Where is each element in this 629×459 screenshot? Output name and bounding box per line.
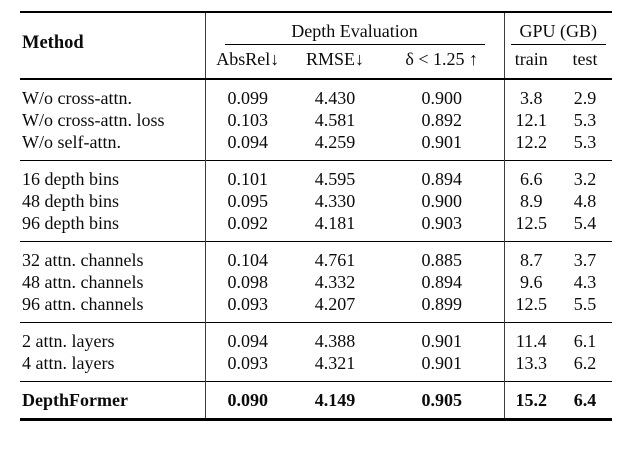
rmse-cell: 4.388 xyxy=(290,322,380,352)
delta-cell: 0.901 xyxy=(380,322,504,352)
method-cell: DepthFormer xyxy=(20,381,205,420)
rmse-cell: 4.430 xyxy=(290,78,380,109)
train-cell: 9.6 xyxy=(503,271,558,293)
rmse-cell: 4.259 xyxy=(314,132,356,152)
absrel-cell: 0.098 xyxy=(204,271,290,293)
header-subcol-row: AbsRel↓ RMSE↓ δ < 1.25 ↑ train test xyxy=(20,45,612,79)
train-cell: 3.8 xyxy=(503,78,558,109)
table-row: 48 depth bins 0.095 4.330 0.900 8.9 4.8 xyxy=(20,190,612,212)
table-row: 96 depth bins 0.092 4.181 0.903 12.5 5.4 xyxy=(20,212,612,242)
train-cell: 11.4 xyxy=(503,322,558,352)
method-cell: W/o self-attn. xyxy=(22,132,121,152)
absrel-cell: 0.104 xyxy=(204,241,290,271)
absrel-cell: 0.094 xyxy=(204,131,290,161)
delta-cell: 0.903 xyxy=(421,213,463,233)
test-cell: 5.3 xyxy=(573,132,597,152)
test-cell: 5.5 xyxy=(573,294,597,314)
method-cell: 32 attn. channels xyxy=(20,241,205,271)
method-cell: 4 attn. layers xyxy=(22,353,115,373)
test-cell: 6.2 xyxy=(573,353,597,373)
col-group-depth-evaluation: Depth Evaluation xyxy=(204,12,504,45)
delta-cell: 0.894 xyxy=(380,160,504,190)
absrel-cell: 0.103 xyxy=(204,109,290,131)
test-cell: 4.8 xyxy=(573,191,597,211)
method-cell: W/o cross-attn. loss xyxy=(22,110,165,130)
method-cell: 2 attn. layers xyxy=(20,322,205,352)
delta-cell: 0.899 xyxy=(421,294,463,314)
rmse-cell: 4.321 xyxy=(314,353,356,373)
rmse-cell: 4.149 xyxy=(290,381,380,420)
method-cell: 48 attn. channels xyxy=(22,272,144,292)
test-cell: 3.7 xyxy=(558,241,613,271)
train-cell: 12.1 xyxy=(503,109,558,131)
absrel-cell: 0.101 xyxy=(204,160,290,190)
table-row: W/o cross-attn. loss 0.103 4.581 0.892 1… xyxy=(20,109,612,131)
test-cell: 4.3 xyxy=(573,272,597,292)
ablation-table: Method Depth Evaluation GPU (GB) AbsRel↓… xyxy=(20,11,613,421)
train-cell: 8.9 xyxy=(503,190,558,212)
absrel-cell: 0.090 xyxy=(204,381,290,420)
test-cell: 3.2 xyxy=(558,160,613,190)
test-cell: 5.3 xyxy=(573,110,597,130)
table-body: W/o cross-attn. 0.099 4.430 0.900 3.8 2.… xyxy=(20,78,613,420)
col-group-gpu: GPU (GB) xyxy=(503,12,613,45)
test-cell: 5.4 xyxy=(573,213,597,233)
delta-cell: 0.894 xyxy=(421,272,463,292)
train-cell: 15.2 xyxy=(503,381,558,420)
test-cell: 6.4 xyxy=(558,381,613,420)
table-row: 48 attn. channels 0.098 4.332 0.894 9.6 … xyxy=(20,271,612,293)
rmse-cell: 4.761 xyxy=(290,241,380,271)
delta-cell: 0.892 xyxy=(421,110,463,130)
rmse-cell: 4.181 xyxy=(314,213,356,233)
table-row: 4 attn. layers 0.093 4.321 0.901 13.3 6.… xyxy=(20,352,612,382)
col-header-method: Method xyxy=(22,33,84,53)
delta-cell: 0.900 xyxy=(421,191,463,211)
test-cell: 2.9 xyxy=(558,78,613,109)
gpu-label: GPU (GB) xyxy=(510,20,607,45)
absrel-cell: 0.093 xyxy=(204,352,290,382)
method-cell: W/o cross-attn. xyxy=(20,78,205,109)
train-cell: 12.5 xyxy=(503,212,558,242)
delta-cell: 0.905 xyxy=(380,381,504,420)
train-cell: 12.5 xyxy=(503,293,558,323)
table-row: 16 depth bins 0.101 4.595 0.894 6.6 3.2 xyxy=(20,160,613,190)
rmse-cell: 4.207 xyxy=(314,294,356,314)
train-cell: 12.2 xyxy=(503,131,558,161)
header-group-row: Method Depth Evaluation GPU (GB) xyxy=(20,12,613,53)
table-row-depthformer: DepthFormer 0.090 4.149 0.905 15.2 6.4 xyxy=(20,381,613,420)
train-cell: 6.6 xyxy=(503,160,558,190)
table-row: W/o self-attn. 0.094 4.259 0.901 12.2 5.… xyxy=(20,131,612,161)
train-cell: 13.3 xyxy=(503,352,558,382)
delta-cell: 0.900 xyxy=(380,78,504,109)
col-header-rmse: RMSE↓ xyxy=(305,49,365,69)
delta-cell: 0.885 xyxy=(380,241,504,271)
table-row: 96 attn. channels 0.093 4.207 0.899 12.5… xyxy=(20,293,612,323)
method-cell: 16 depth bins xyxy=(20,160,205,190)
method-cell: 96 depth bins xyxy=(22,213,119,233)
rmse-cell: 4.581 xyxy=(314,110,356,130)
absrel-cell: 0.094 xyxy=(204,322,290,352)
depth-evaluation-label: Depth Evaluation xyxy=(224,20,485,45)
absrel-cell: 0.095 xyxy=(204,190,290,212)
method-cell: 48 depth bins xyxy=(22,191,119,211)
col-header-delta: δ < 1.25 ↑ xyxy=(405,49,479,69)
rmse-cell: 4.332 xyxy=(314,272,356,292)
method-cell: 96 attn. channels xyxy=(22,294,144,314)
rmse-cell: 4.330 xyxy=(314,191,356,211)
absrel-cell: 0.092 xyxy=(204,212,290,242)
table-row: W/o cross-attn. 0.099 4.430 0.900 3.8 2.… xyxy=(20,78,613,109)
test-cell: 6.1 xyxy=(558,322,613,352)
delta-cell: 0.901 xyxy=(421,353,463,373)
table-row: 2 attn. layers 0.094 4.388 0.901 11.4 6.… xyxy=(20,322,613,352)
table-header: Method Depth Evaluation GPU (GB) AbsRel↓… xyxy=(20,12,613,79)
absrel-cell: 0.093 xyxy=(204,293,290,323)
delta-cell: 0.901 xyxy=(421,132,463,152)
col-header-absrel: AbsRel↓ xyxy=(204,45,290,79)
train-cell: 8.7 xyxy=(503,241,558,271)
table-row: 32 attn. channels 0.104 4.761 0.885 8.7 … xyxy=(20,241,613,271)
col-header-train: train xyxy=(503,45,558,79)
absrel-cell: 0.099 xyxy=(204,78,290,109)
col-header-test: test xyxy=(572,49,598,69)
rmse-cell: 4.595 xyxy=(290,160,380,190)
